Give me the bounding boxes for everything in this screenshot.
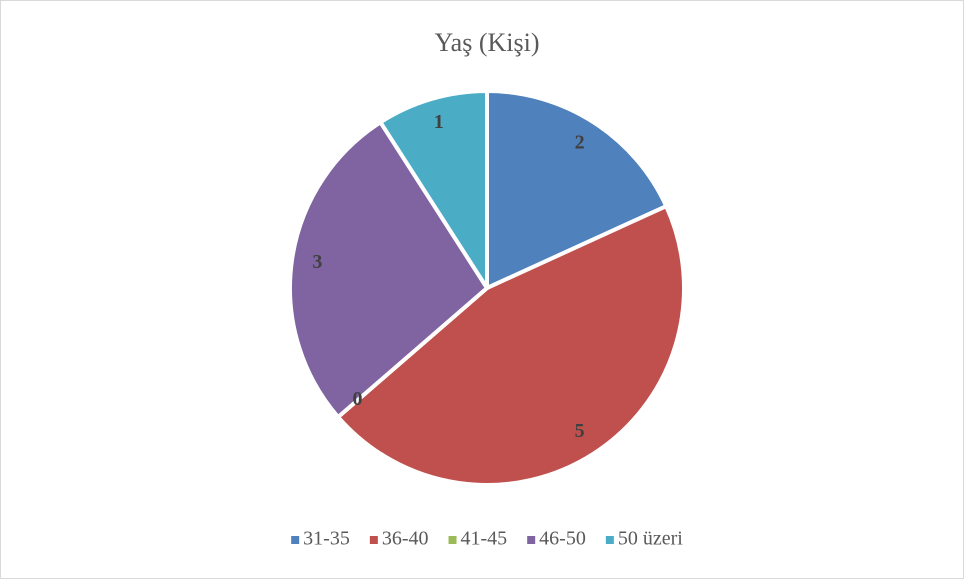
legend-swatch xyxy=(448,536,457,544)
data-label: 1 xyxy=(434,111,444,133)
data-label: 2 xyxy=(575,131,585,153)
legend-swatch xyxy=(605,536,614,544)
legend-label: 50 üzeri xyxy=(618,528,683,550)
pie-slice xyxy=(336,204,686,487)
legend-swatch xyxy=(527,536,536,544)
legend-label: 31-35 xyxy=(303,528,350,550)
legend-label: 46-50 xyxy=(539,528,586,550)
legend-label: 36-40 xyxy=(382,528,429,550)
pie-slice xyxy=(485,89,669,290)
data-label: 3 xyxy=(312,251,322,273)
pie-slice xyxy=(288,120,489,420)
legend-label: 41-45 xyxy=(461,528,508,550)
chart-title: Yaş (Kişi) xyxy=(435,28,540,57)
legend-swatch xyxy=(369,536,378,544)
data-label: 5 xyxy=(575,420,585,442)
data-label: 0 xyxy=(352,388,362,410)
legend-swatch xyxy=(291,536,300,544)
pie-slice xyxy=(378,89,489,290)
